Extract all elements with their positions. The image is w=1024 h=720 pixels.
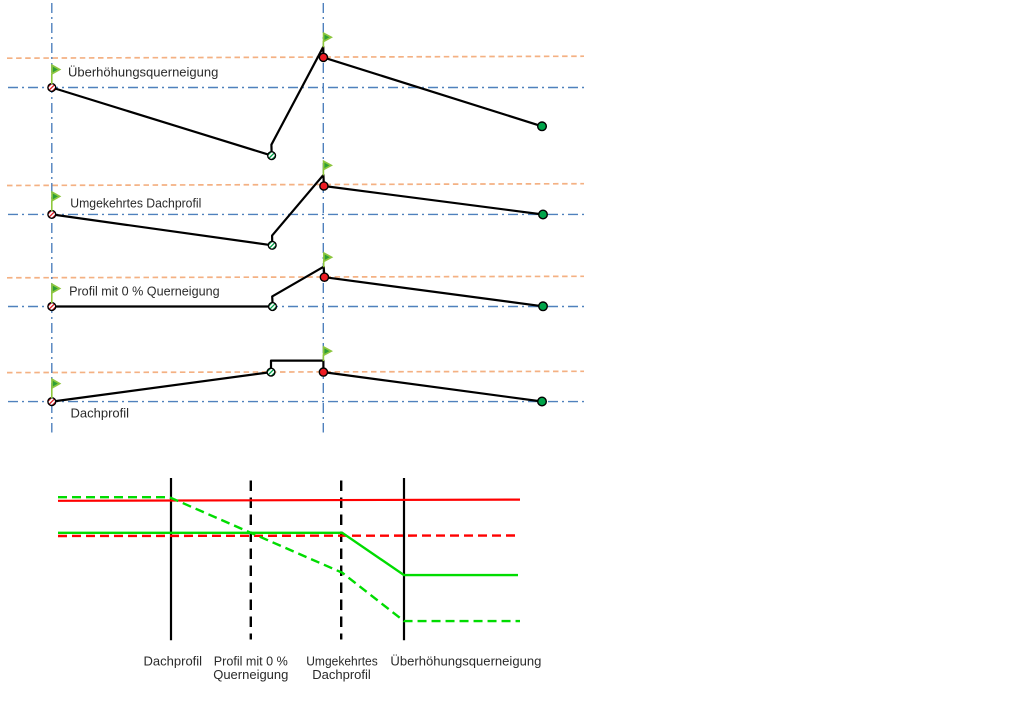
svg-text:Dachprofil: Dachprofil	[312, 667, 371, 682]
svg-text:Querneigung: Querneigung	[213, 667, 288, 682]
svg-text:Umgekehrtes: Umgekehrtes	[306, 654, 378, 669]
svg-text:Überhöhungsquerneigung: Überhöhungsquerneigung	[390, 654, 541, 669]
svg-text:Profil mit 0 %: Profil mit 0 %	[214, 654, 288, 669]
svg-text:Dachprofil: Dachprofil	[144, 654, 203, 669]
svg-text:Dachprofil: Dachprofil	[71, 406, 130, 421]
svg-text:Umgekehrtes Dachprofil: Umgekehrtes Dachprofil	[70, 196, 201, 211]
svg-text:Profil mit 0 % Querneigung: Profil mit 0 % Querneigung	[69, 284, 220, 299]
svg-text:Überhöhungsquerneigung: Überhöhungsquerneigung	[68, 64, 218, 79]
